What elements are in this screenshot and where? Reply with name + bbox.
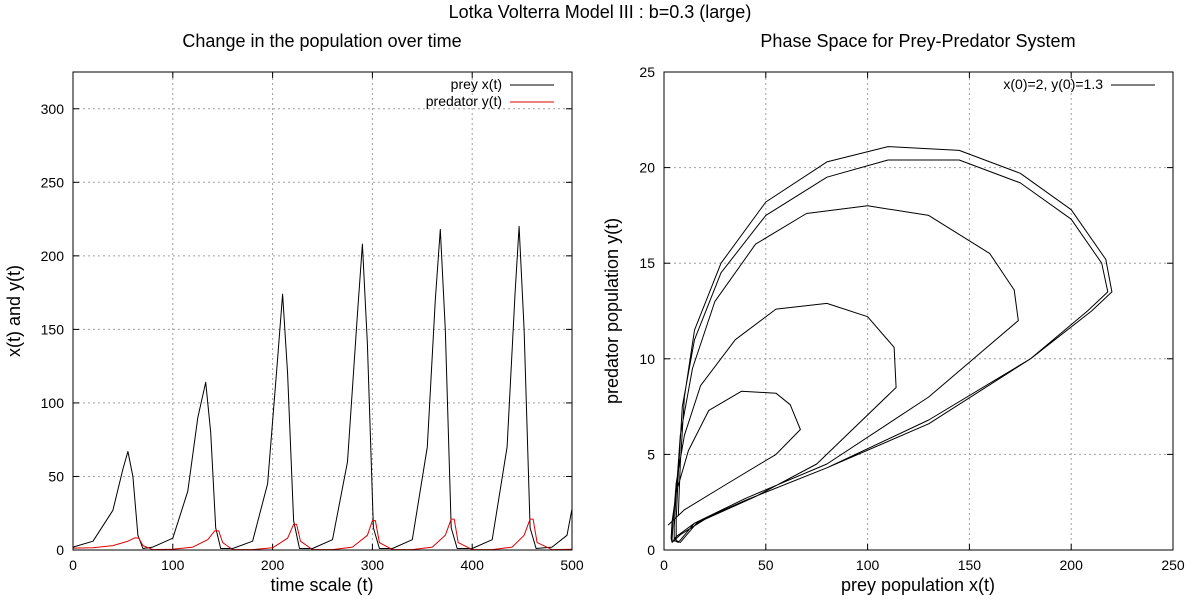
time-series-ytick-label: 100 bbox=[41, 395, 65, 411]
time-series-legend: prey x(t) predator y(t) bbox=[426, 76, 554, 109]
legend-label-trajectory: x(0)=2, y(0)=1.3 bbox=[1003, 76, 1103, 92]
phase-space-xtick-label: 200 bbox=[1060, 557, 1084, 573]
time-series-xtick-label: 200 bbox=[261, 557, 285, 573]
time-series-xtick-label: 0 bbox=[69, 557, 77, 573]
phase-space-ytick-label: 20 bbox=[639, 160, 655, 176]
phase-space-ytick-label: 5 bbox=[647, 446, 655, 462]
phase-space-xtick-label: 50 bbox=[758, 557, 774, 573]
time-series-xtick-label: 400 bbox=[461, 557, 485, 573]
legend-label-predator: predator y(t) bbox=[426, 93, 502, 109]
phase-space-ytick-label: 10 bbox=[639, 351, 655, 367]
time-series-series-predator-y-t bbox=[72, 518, 573, 551]
phase-space-ylabel: predator population y(t) bbox=[602, 218, 622, 404]
time-series-xtick-label: 500 bbox=[560, 557, 584, 573]
time-series-xtick-label: 300 bbox=[361, 557, 385, 573]
phase-space-panel: Phase Space for Prey-Predator System pre… bbox=[602, 31, 1185, 595]
time-series-ytick-label: 0 bbox=[56, 542, 64, 558]
phase-space-ytick-label: 15 bbox=[639, 255, 655, 271]
time-series-ylabel: x(t) and y(t) bbox=[4, 265, 24, 357]
time-series-ytick-label: 50 bbox=[48, 468, 64, 484]
time-series-xtick-label: 100 bbox=[161, 557, 185, 573]
phase-space-xtick-label: 100 bbox=[856, 557, 880, 573]
phase-space-xtick-label: 150 bbox=[958, 557, 982, 573]
figure-suptitle: Lotka Volterra Model III : b=0.3 (large) bbox=[449, 2, 752, 22]
time-series-ytick-label: 300 bbox=[41, 101, 65, 117]
time-series-lines bbox=[72, 225, 573, 551]
phase-space-grid bbox=[664, 71, 1173, 550]
phase-space-xtick-label: 0 bbox=[660, 557, 668, 573]
phase-space-title: Phase Space for Prey-Predator System bbox=[760, 31, 1075, 51]
phase-space-xtick-label: 250 bbox=[1161, 557, 1185, 573]
time-series-xlabel: time scale (t) bbox=[270, 575, 373, 595]
phase-space-lines bbox=[667, 146, 1113, 543]
phase-space-ytick-label: 0 bbox=[647, 542, 655, 558]
phase-space-frame bbox=[663, 71, 1174, 551]
time-series-ytick-label: 200 bbox=[41, 248, 65, 264]
phase-space-series-x-0-2-y-0-1-3 bbox=[667, 146, 1113, 543]
phase-space-ytick-label: 25 bbox=[639, 64, 655, 80]
time-series-ytick-label: 150 bbox=[41, 321, 65, 337]
time-series-panel: Change in the population over time time … bbox=[4, 31, 584, 595]
time-series-grid bbox=[73, 72, 572, 550]
time-series-ticks: 0 100 200 300 400 500 0 50 100 150 200 250 300 bbox=[41, 72, 584, 573]
time-series-series-prey-x-t bbox=[72, 225, 573, 549]
time-series-title: Change in the population over time bbox=[182, 31, 461, 51]
phase-space-legend: x(0)=2, y(0)=1.3 bbox=[1003, 76, 1155, 92]
time-series-frame bbox=[72, 71, 573, 551]
time-series-ytick-label: 250 bbox=[41, 174, 65, 190]
legend-label-prey: prey x(t) bbox=[451, 76, 502, 92]
phase-space-ticks: 0 50 100 150 200 250 0 5 10 15 20 25 bbox=[639, 64, 1184, 573]
phase-space-xlabel: prey population x(t) bbox=[841, 575, 995, 595]
